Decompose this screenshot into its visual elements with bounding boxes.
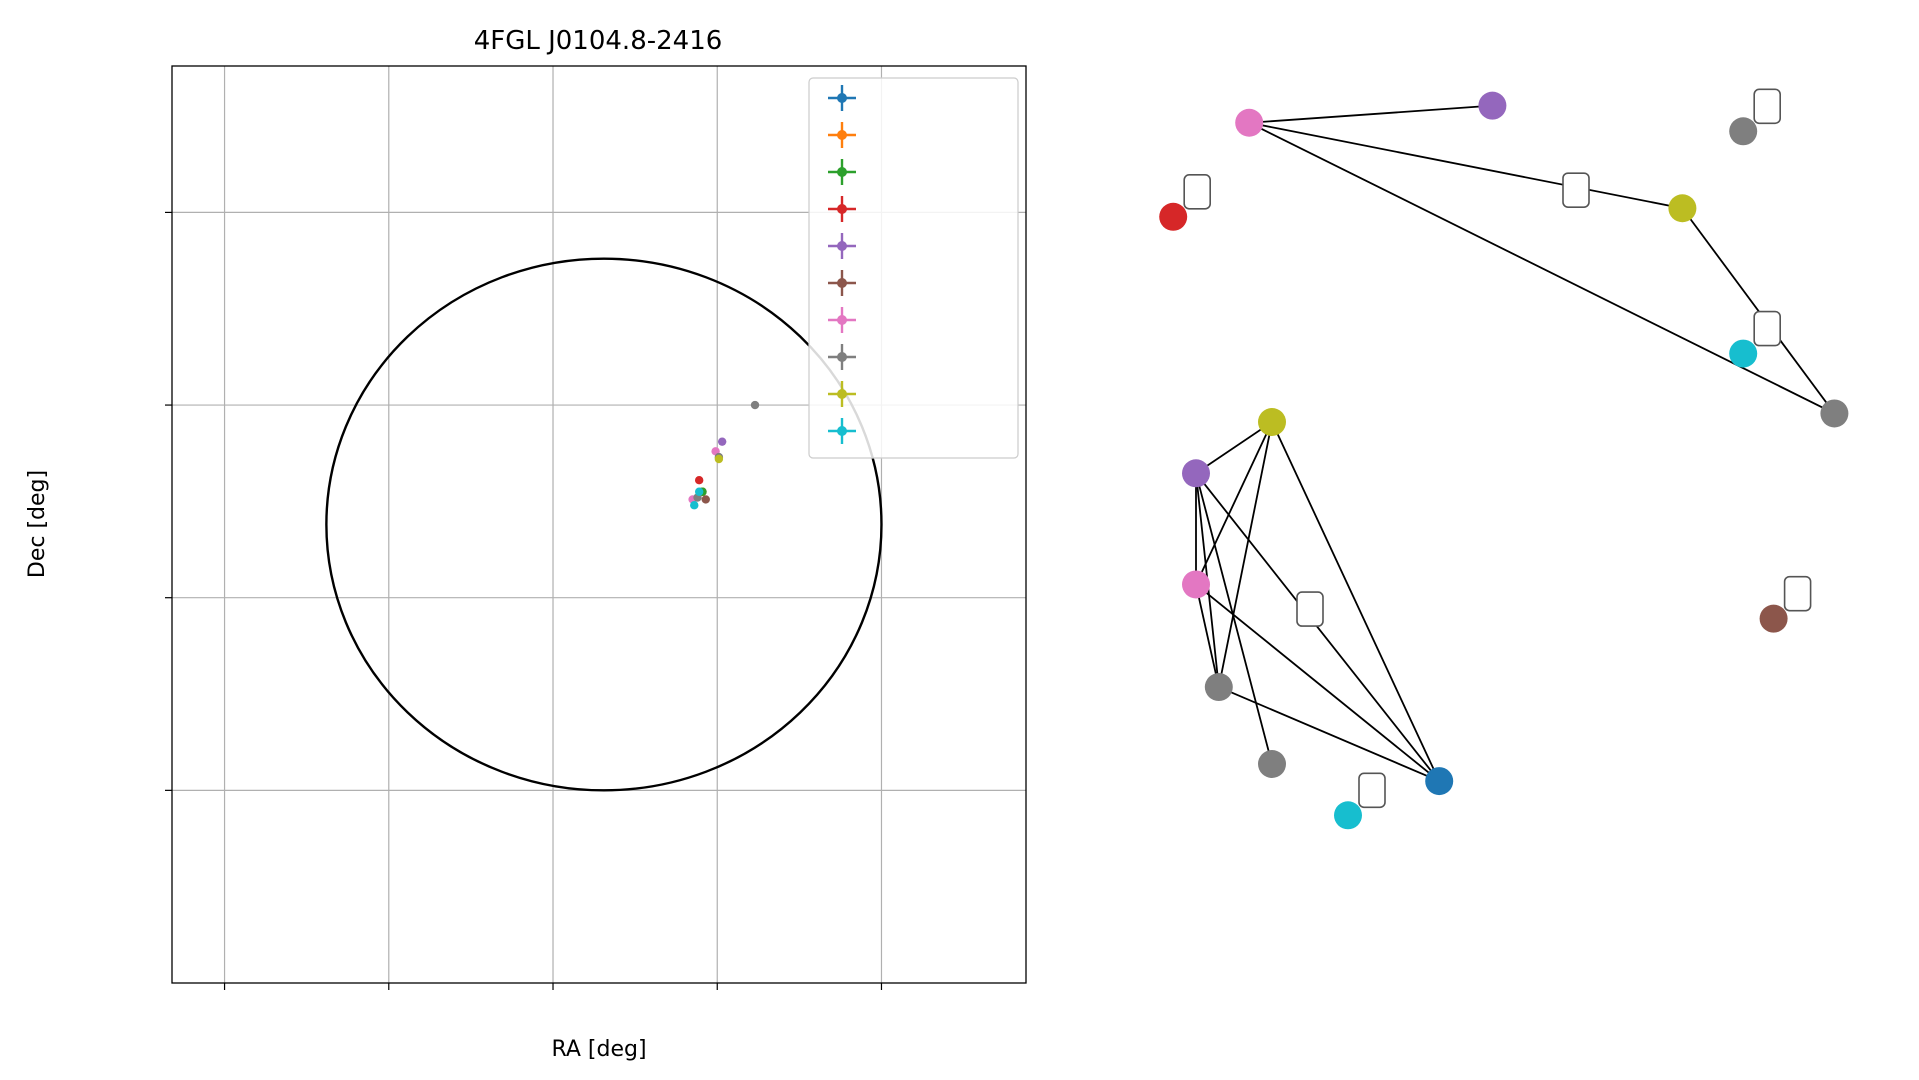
network-edges (1195, 104, 1836, 782)
network-node-pmn (1759, 604, 1788, 633)
error-ellipse (325, 257, 883, 792)
uncertainty-ellipse (325, 257, 883, 792)
legend-frame (808, 77, 1019, 459)
network-node-tgss (1182, 570, 1210, 599)
legend-marker-dot (837, 426, 847, 436)
legend-marker-dot (837, 389, 847, 399)
node-label-box (1783, 575, 1812, 612)
network-edge (1195, 421, 1273, 475)
node-label-box (1753, 88, 1781, 125)
plot-frame (171, 65, 1027, 984)
network-edge (1218, 686, 1440, 782)
network-node-vlite (1258, 408, 1286, 436)
network-node-vlass (1820, 399, 1849, 428)
component-label-box (1296, 591, 1324, 627)
data-point-vlite (714, 454, 724, 464)
network-node-gleam (1159, 202, 1188, 231)
network-node-tgss (1235, 108, 1264, 137)
network-node-wish (1729, 339, 1758, 368)
node-label-box (1358, 772, 1386, 809)
data-point-pmn (701, 495, 710, 504)
network-node-nvss (1478, 91, 1507, 120)
network-edge (1195, 473, 1273, 765)
network-edge (1195, 584, 1220, 688)
network-node-vlass (1204, 673, 1233, 702)
network-edge (1195, 421, 1273, 585)
node-label-box (1183, 174, 1211, 210)
chart-title: 4FGL J0104.8-2416 (474, 26, 723, 56)
legend-marker-dot (837, 315, 847, 325)
network-node-vlass (1258, 750, 1286, 778)
network-edge (1248, 121, 1835, 415)
data-point-wish (694, 487, 704, 496)
x-axis-label: RA [deg] (551, 1037, 646, 1062)
legend-marker-dot (837, 93, 847, 103)
network-node-vlite (1668, 194, 1697, 223)
legend (808, 77, 1019, 459)
legend-marker-dot (837, 241, 847, 251)
component-label-box (1562, 172, 1590, 208)
scatter-panel: 4FGL J0104.8-2416 RA [deg] Dec [deg] (25, 26, 1027, 1062)
network-edge (1217, 421, 1273, 688)
y-axis-ticks (165, 211, 172, 791)
data-points (688, 400, 760, 510)
y-axis-label: Dec [deg] (25, 470, 50, 578)
data-point-nvss (717, 437, 727, 446)
network-nodes (1159, 91, 1849, 830)
data-point-vlass (750, 400, 760, 410)
legend-marker-dot (837, 167, 847, 177)
network-labels (1183, 88, 1812, 809)
legend-marker-dot (837, 352, 847, 362)
data-point-wish (690, 501, 699, 510)
network-node-vlass (1729, 117, 1758, 146)
legend-marker-dot (837, 278, 847, 288)
network-edge (1195, 583, 1440, 782)
data-point-gleam (694, 475, 704, 485)
network-edge (1249, 104, 1493, 124)
network-node-wish (1334, 801, 1362, 830)
network-edge (1249, 121, 1683, 210)
node-label-box (1753, 310, 1781, 347)
network-node-at20g_05 (1425, 767, 1454, 796)
network-panel (1159, 88, 1849, 830)
legend-marker-dot (837, 130, 847, 140)
x-axis-ticks (223, 983, 883, 990)
network-node-nvss (1182, 459, 1210, 488)
legend-marker-dot (837, 204, 847, 214)
network-edge (1195, 472, 1440, 782)
network-edge (1271, 421, 1441, 782)
